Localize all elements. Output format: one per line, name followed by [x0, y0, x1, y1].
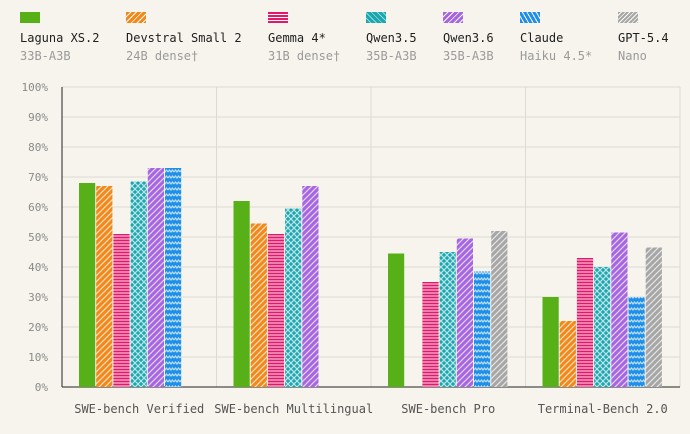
y-tick-label: 70% [28, 171, 48, 184]
bar-qwen3-6-terminal-bench-2-0 [611, 232, 628, 387]
bar-qwen3-6-swe-bench-verified [147, 168, 164, 387]
y-tick-label: 50% [28, 231, 48, 244]
bar-claude-swe-bench-verified [165, 168, 182, 387]
legend-label: Laguna XS.2 [20, 31, 100, 45]
bar-qwen3-5-swe-bench-pro [439, 252, 456, 387]
y-tick-label: 0% [35, 381, 49, 394]
bar-laguna-xs-2-swe-bench-pro [388, 253, 405, 387]
legend-label: Qwen3.6 [443, 31, 494, 45]
x-category-label: SWE-bench Verified [74, 402, 204, 416]
legend-swatch [443, 12, 463, 23]
y-tick-label: 60% [28, 201, 48, 214]
bar-qwen3-5-terminal-bench-2-0 [594, 267, 611, 387]
x-category-label: Terminal-Bench 2.0 [538, 402, 668, 416]
legend-label: GPT-5.4 [618, 31, 669, 45]
legend-item-gpt-5-4: GPT-5.4 Nano [618, 12, 669, 65]
legend-sublabel: 35B-A3B [443, 49, 494, 63]
y-tick-label: 90% [28, 111, 48, 124]
legend-sublabel: 31B dense† [268, 49, 341, 63]
bar-qwen3-6-swe-bench-multilingual [302, 186, 319, 387]
bar-qwen3-5-swe-bench-multilingual [285, 208, 302, 387]
y-tick-label: 80% [28, 141, 48, 154]
legend-label: Qwen3.5 [366, 31, 417, 45]
legend-sublabel: 35B-A3B [366, 49, 417, 63]
x-category-label: SWE-bench Pro [401, 402, 495, 416]
legend-swatch [126, 12, 146, 23]
bar-claude-terminal-bench-2-0 [628, 297, 645, 387]
bar-gemma-4-swe-bench-verified [113, 234, 130, 387]
bar-qwen3-6-swe-bench-pro [456, 238, 473, 387]
y-tick-label: 40% [28, 261, 48, 274]
legend-sublabel: 24B dense† [126, 49, 199, 63]
legend-item-qwen3-6: Qwen3.6 35B-A3B [443, 12, 494, 65]
legend-sublabel: Haiku 4.5* [520, 49, 593, 63]
legend-item-qwen3-5: Qwen3.5 35B-A3B [366, 12, 417, 65]
bar-gemma-4-swe-bench-multilingual [267, 234, 285, 387]
legend-item-claude: Claude Haiku 4.5* [520, 12, 592, 65]
legend-label: Gemma 4* [268, 31, 326, 45]
bar-qwen3-5-swe-bench-verified [130, 181, 147, 387]
bar-claude-swe-bench-pro [474, 271, 491, 387]
legend-item-laguna-xs-2: Laguna XS.2 33B-A3B [20, 12, 99, 65]
bar-devstral-small-2-swe-bench-multilingual [250, 223, 267, 387]
legend-swatch [520, 12, 540, 23]
legend-label: Claude [520, 31, 564, 45]
bar-laguna-xs-2-swe-bench-verified [79, 183, 96, 387]
bar-gpt-5-4-terminal-bench-2-0 [645, 247, 662, 387]
bar-gemma-4-terminal-bench-2-0 [576, 258, 594, 387]
bar-laguna-xs-2-swe-bench-multilingual [233, 201, 250, 387]
y-tick-label: 100% [22, 81, 49, 94]
legend-item-gemma-4: Gemma 4* 31B dense† [268, 12, 340, 65]
bar-devstral-small-2-terminal-bench-2-0 [559, 321, 576, 387]
legend-label: Devstral Small 2 [126, 31, 242, 45]
legend-swatch [268, 12, 288, 23]
x-category-label: SWE-bench Multilingual [214, 402, 373, 416]
y-tick-label: 20% [28, 321, 48, 334]
y-tick-label: 10% [28, 351, 48, 364]
chart-legend: Laguna XS.2 33B-A3B Devstral Small 2 24B de… [0, 0, 690, 70]
legend-swatch [20, 12, 40, 23]
bar-devstral-small-2-swe-bench-verified [96, 186, 113, 387]
legend-swatch [366, 12, 386, 23]
y-tick-label: 30% [28, 291, 48, 304]
legend-sublabel: 33B-A3B [20, 49, 71, 63]
bar-gemma-4-swe-bench-pro [422, 282, 439, 387]
legend-sublabel: Nano [618, 49, 647, 63]
legend-item-devstral-small-2: Devstral Small 2 24B dense† [126, 12, 242, 65]
legend-swatch [618, 12, 638, 23]
bar-gpt-5-4-swe-bench-pro [491, 231, 508, 387]
bar-laguna-xs-2-terminal-bench-2-0 [542, 297, 559, 387]
